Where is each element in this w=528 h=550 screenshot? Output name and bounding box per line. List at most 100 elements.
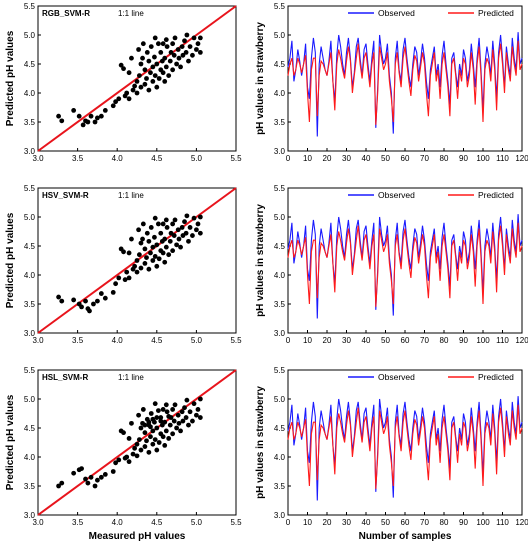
line-annotation: 1:1 line xyxy=(118,191,144,200)
data-point xyxy=(158,50,164,55)
data-point xyxy=(156,256,162,262)
data-point xyxy=(144,76,149,81)
plot-frame xyxy=(37,187,237,334)
data-point xyxy=(154,242,160,248)
data-point xyxy=(140,221,146,227)
data-point xyxy=(113,281,119,287)
legend-predicted-label: Predicted xyxy=(478,372,514,382)
data-point xyxy=(102,108,108,113)
data-point xyxy=(140,41,146,47)
y-tick-label: 4.0 xyxy=(24,89,36,98)
y-tick-label: 3.5 xyxy=(24,118,36,127)
x-tick-label: 20 xyxy=(323,154,332,163)
data-point xyxy=(183,50,189,55)
data-point xyxy=(186,58,191,64)
scatter-panel-0: 3.0 3.5 4.0 4.5 5.0 5.5 3.0 3.5 4.0 4.5 5.0 5.5 Pred… xyxy=(5,2,242,163)
data-point xyxy=(126,250,132,256)
data-point xyxy=(138,84,144,90)
data-point xyxy=(164,44,170,49)
x-tick-label: 80 xyxy=(440,518,449,527)
data-point xyxy=(56,483,61,489)
data-point xyxy=(176,236,182,242)
data-point xyxy=(83,476,88,482)
data-point xyxy=(197,396,203,402)
x-tick-label: 30 xyxy=(342,336,351,345)
data-point xyxy=(179,409,185,415)
data-point xyxy=(180,52,186,58)
x-tick-label: 3.0 xyxy=(32,154,44,163)
data-point xyxy=(150,416,156,422)
plot-frame xyxy=(37,5,237,152)
data-point xyxy=(183,415,189,420)
x-tick-label: 120 xyxy=(515,518,528,527)
data-point xyxy=(168,50,174,55)
data-point xyxy=(122,277,128,283)
data-point xyxy=(186,422,191,428)
data-point xyxy=(136,47,141,52)
data-point xyxy=(163,402,169,408)
x-tick-label: 90 xyxy=(459,518,468,527)
data-point xyxy=(148,70,153,76)
legend-observed-label: Observed xyxy=(378,8,415,18)
data-point xyxy=(155,221,161,227)
panel-title: RGB_SVM-R xyxy=(42,9,90,18)
x-tick-label: 4.0 xyxy=(112,518,124,527)
x-tick-label: 20 xyxy=(323,336,332,345)
y-tick-label: 4.0 xyxy=(24,453,36,462)
x-tick-label: 50 xyxy=(381,154,390,163)
x-tick-label: 3.0 xyxy=(32,336,44,345)
data-point xyxy=(144,438,149,444)
data-point xyxy=(110,103,116,109)
data-point xyxy=(98,474,104,480)
data-point xyxy=(152,35,158,41)
data-point xyxy=(150,428,156,434)
data-point xyxy=(130,87,136,93)
data-point xyxy=(167,422,173,428)
y-tick-label: 5.0 xyxy=(274,395,286,404)
x-tick-label: 3.5 xyxy=(72,336,84,345)
y-tick-label: 3.5 xyxy=(274,118,286,127)
data-point xyxy=(144,50,150,55)
data-point xyxy=(160,70,166,76)
data-point xyxy=(140,55,145,61)
x-tick-label: 10 xyxy=(303,336,312,345)
data-point xyxy=(171,418,177,424)
data-point xyxy=(191,35,197,41)
plot-frame xyxy=(287,187,523,334)
data-point xyxy=(160,434,166,440)
data-point xyxy=(132,445,138,451)
y-tick-label: 5.5 xyxy=(24,184,36,193)
data-point xyxy=(176,420,182,426)
data-point xyxy=(71,470,77,476)
data-point xyxy=(170,67,176,73)
data-point xyxy=(150,441,156,447)
y-tick-label: 3.5 xyxy=(274,300,286,309)
data-point xyxy=(154,61,160,67)
x-tick-label: 30 xyxy=(342,154,351,163)
x-tick-label: 5.0 xyxy=(191,154,203,163)
x-tick-label: 100 xyxy=(476,154,490,163)
x-tick-label: 120 xyxy=(515,154,528,163)
data-point xyxy=(166,252,172,258)
x-tick-label: 120 xyxy=(515,336,528,345)
data-point xyxy=(163,428,169,434)
data-point xyxy=(118,62,124,68)
panel-title: HSV_SVM-R xyxy=(42,191,89,200)
x-tick-label: 10 xyxy=(303,518,312,527)
data-point xyxy=(129,236,134,242)
data-point xyxy=(170,431,176,437)
y-tick-label: 5.5 xyxy=(274,2,286,11)
data-point xyxy=(138,61,144,67)
data-point xyxy=(178,244,183,250)
data-point xyxy=(158,415,164,420)
y-axis-label: Predicted pH values xyxy=(5,212,16,308)
data-point xyxy=(182,38,187,44)
y-tick-label: 3.5 xyxy=(24,482,36,491)
data-point xyxy=(148,250,153,256)
x-tick-label: 4.5 xyxy=(151,336,163,345)
x-tick-label: 3.5 xyxy=(72,154,84,163)
x-tick-label: 90 xyxy=(459,336,468,345)
line-panel-3: 0 10 20 30 40 50 60 70 80 90 100 110 120 3.0 3.5 4.0 4.5… xyxy=(255,184,528,345)
data-point xyxy=(172,35,178,41)
